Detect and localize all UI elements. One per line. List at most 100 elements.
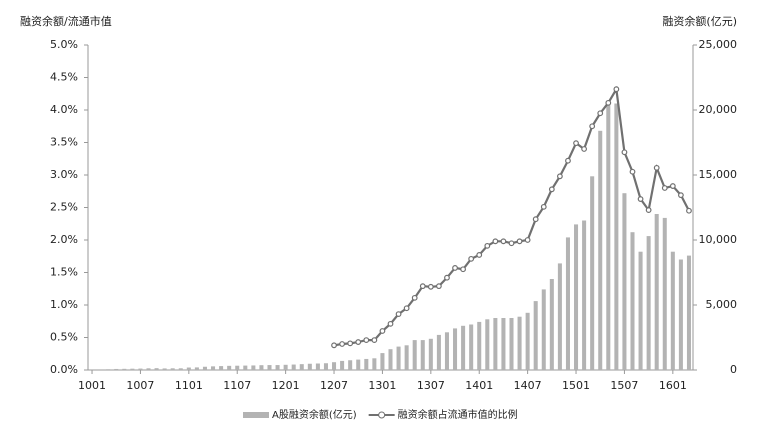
bar [243, 365, 248, 370]
x-tick-label: 1501 [562, 379, 590, 392]
bar [622, 193, 627, 370]
bar [170, 368, 175, 370]
y2-tick-label: 25,000 [699, 38, 738, 51]
legend-swatch [243, 412, 269, 418]
bar [154, 368, 159, 370]
bar [259, 365, 264, 370]
bar [332, 362, 337, 370]
line-marker [597, 110, 604, 117]
y-tick-label: 4.5% [50, 71, 78, 84]
bar [235, 365, 240, 370]
bar [517, 316, 522, 370]
bar [469, 324, 474, 370]
x-tick-label: 1107 [223, 379, 251, 392]
bar [404, 345, 409, 370]
line-marker [476, 252, 483, 258]
bar [291, 364, 296, 370]
x-tick-label: 1007 [126, 379, 154, 392]
line-marker [516, 238, 523, 245]
bar [444, 332, 449, 370]
line-marker [371, 337, 378, 344]
x-tick-label: 1307 [417, 379, 445, 392]
bar [186, 367, 191, 370]
bar [122, 368, 127, 370]
x-tick-label: 1507 [610, 379, 638, 392]
bar [323, 363, 328, 370]
line-marker [532, 216, 539, 223]
line-marker [557, 173, 563, 180]
bar [646, 236, 651, 370]
bar [614, 103, 619, 370]
y-tick-label: 3.0% [50, 168, 78, 181]
line-marker [669, 183, 676, 189]
line-marker [573, 140, 579, 147]
y-tick-label: 2.0% [50, 233, 78, 246]
bar [178, 368, 183, 370]
line-marker [589, 123, 596, 130]
bar [533, 301, 538, 370]
bar [106, 369, 111, 370]
y-axis-title: 融资余额/流通市值 [20, 14, 112, 28]
line-marker [379, 328, 386, 334]
x-tick-label: 1207 [320, 379, 348, 392]
bar [582, 220, 587, 370]
bar [315, 363, 320, 370]
line-marker [355, 339, 362, 345]
y-tick-label: 0.5% [50, 331, 78, 344]
bar [565, 237, 570, 370]
y-tick-label: 0.0% [50, 363, 78, 376]
bar [130, 368, 135, 370]
bar [340, 360, 345, 370]
legend-swatch [378, 411, 386, 419]
bar [202, 366, 207, 370]
x-tick-label: 1201 [272, 379, 300, 392]
legend-label: A股融资余额(亿元) [272, 408, 357, 421]
bar [412, 340, 417, 370]
line-marker [492, 238, 499, 245]
bar [574, 224, 579, 370]
y-tick-label: 2.5% [50, 201, 78, 214]
y-tick-label: 1.5% [50, 266, 78, 279]
line-marker [629, 168, 636, 175]
bar [114, 368, 119, 370]
bar [436, 334, 441, 370]
line-marker [678, 192, 684, 199]
bar [420, 340, 425, 370]
bar [493, 318, 498, 370]
bar [678, 259, 683, 370]
legend-label: 融资余额占流通市值的比例 [398, 408, 518, 421]
bar [211, 366, 216, 370]
bar [670, 251, 675, 370]
bar [501, 318, 506, 370]
line-marker [605, 99, 612, 106]
y-tick-label: 3.5% [50, 136, 78, 149]
line-marker [637, 196, 644, 202]
line-marker [387, 320, 394, 327]
bar [590, 176, 595, 370]
bar [606, 102, 611, 370]
line-marker [581, 146, 587, 152]
y2-tick-label: 0 [730, 363, 737, 376]
line-marker [468, 255, 475, 262]
bar [356, 359, 361, 370]
bar [638, 251, 643, 370]
line-marker [686, 207, 692, 214]
y2-tick-label: 15,000 [699, 168, 738, 181]
bar [509, 318, 514, 370]
line-marker [500, 238, 507, 245]
bar [428, 338, 433, 370]
line-marker [444, 274, 450, 281]
y-tick-label: 1.0% [50, 298, 78, 311]
bar [525, 312, 530, 370]
x-tick-label: 1001 [78, 379, 106, 392]
bar [219, 366, 224, 370]
x-tick-label: 1401 [465, 379, 493, 392]
line-marker [621, 149, 628, 156]
x-tick-label: 1301 [368, 379, 396, 392]
bar [461, 325, 466, 370]
bar [380, 353, 385, 370]
bar [396, 346, 401, 370]
bar [146, 368, 151, 370]
